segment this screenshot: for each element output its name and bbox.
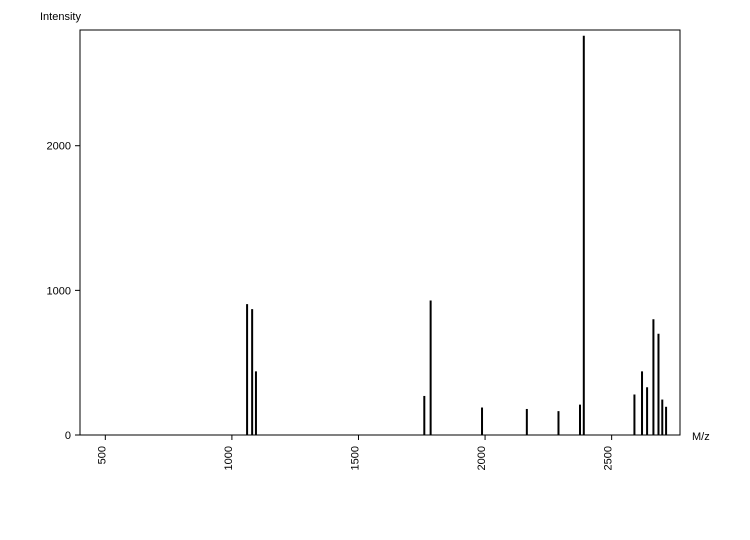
- y-tick-label: 2000: [47, 141, 71, 153]
- y-tick-label: 0: [65, 430, 71, 442]
- x-axis-label-svg: M/z: [692, 431, 710, 443]
- x-tick-label: 2000: [476, 446, 488, 470]
- x-tick-label: 1500: [349, 446, 361, 470]
- y-tick-label: 1000: [47, 285, 71, 297]
- x-tick-label: 1000: [223, 446, 235, 470]
- mass-spectrum-chart: 0 1000 2000 500 1000 1500 2000 2500 Intensity M/z: [0, 0, 750, 540]
- x-tick-label: 2500: [603, 446, 615, 470]
- y-axis-label-svg: Intensity: [40, 11, 81, 23]
- x-tick-label: 500: [96, 446, 108, 464]
